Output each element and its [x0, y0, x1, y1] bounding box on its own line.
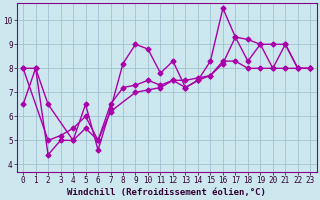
- X-axis label: Windchill (Refroidissement éolien,°C): Windchill (Refroidissement éolien,°C): [67, 188, 266, 197]
